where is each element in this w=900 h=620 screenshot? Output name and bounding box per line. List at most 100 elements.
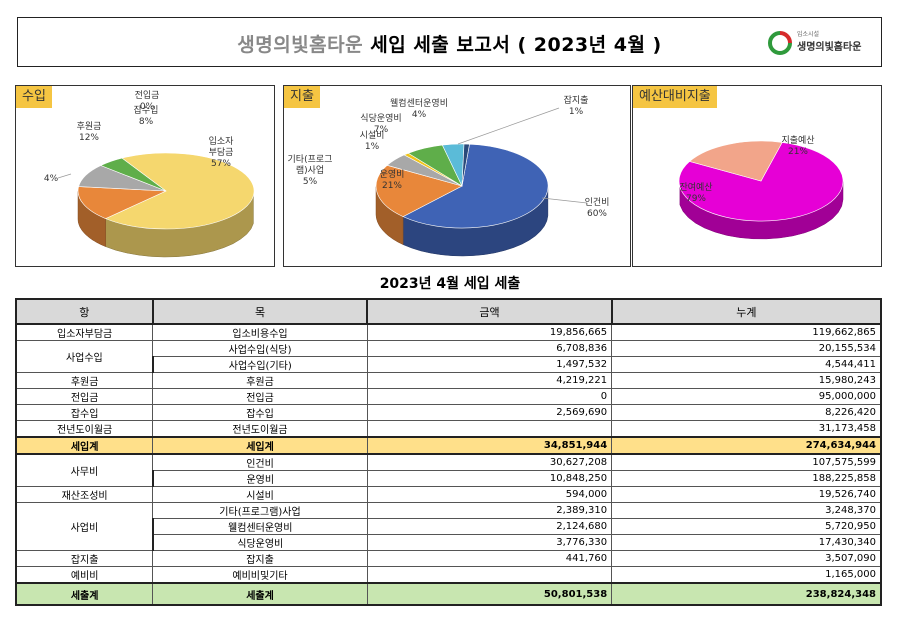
cell-mok: 잡수입 xyxy=(152,404,368,421)
table-row: 사업비 기타(프로그램)사업 2,389,310 3,248,370 xyxy=(15,502,883,551)
cell-cumulative: 274,634,944 xyxy=(611,436,883,455)
table-row: 전년도이월금 전년도이월금 31,173,458 xyxy=(15,420,883,438)
title-main: 세입 세출 보고서 xyxy=(370,34,511,56)
pie-data-label: 인건비 60% xyxy=(585,197,610,219)
cell-mok: 잡지출 xyxy=(152,550,368,567)
expense-chart-panel: 지출 인건비 60% 운영비 21% 기타(프로그 램)사업 5% 시설비 1% 식당운영비 7% 웰… xyxy=(283,85,631,267)
cell-amount: 1,497,532 xyxy=(366,356,613,373)
logo: 입소시설 생명의빛홈타운 xyxy=(767,28,867,58)
cell-mok: 전년도이월금 xyxy=(152,420,368,438)
cell-cumulative: 3,507,090 xyxy=(611,550,883,567)
cell-cumulative: 4,544,411 xyxy=(611,356,883,373)
cell-cumulative: 188,225,858 xyxy=(611,470,883,487)
pie-data-label: 기타(프로그 램)사업 5% xyxy=(288,154,333,187)
cell-amount: 6,708,836 xyxy=(366,340,613,357)
pie-slice xyxy=(375,164,463,217)
budget-pie-chart: 잔여예산 79% 지출예산 21% xyxy=(678,135,844,240)
cell-hang: 사무비 xyxy=(15,453,154,487)
budget-chart-title: 예산대비지출 xyxy=(633,86,717,108)
table-row: 식당운영비 3,776,330 17,430,340 xyxy=(16,534,883,551)
income-chart-title: 수입 xyxy=(16,86,52,108)
cell-cumulative: 238,824,348 xyxy=(611,582,883,606)
table-row: 후원금 후원금 4,219,221 15,980,243 xyxy=(15,372,883,389)
table-row: 사무비 인건비 30,627,208 107,575,599 xyxy=(15,453,883,487)
cell-amount xyxy=(366,566,613,584)
cell-amount: 2,124,680 xyxy=(366,518,613,535)
table-row: 세입계 세입계 34,851,944 274,634,944 xyxy=(15,436,883,455)
cell-mok: 기타(프로그램)사업 xyxy=(152,502,368,519)
table-row: 예비비 예비비및기타 1,165,000 xyxy=(15,566,883,584)
leader-line xyxy=(541,197,588,204)
table-row: 잡수입 잡수입 2,569,690 8,226,420 xyxy=(15,404,883,421)
income-expense-table: 항 목 금액 누계 입소자부담금 입소비용수입 19,856,665 119,662,… xyxy=(15,298,883,606)
pie-data-label: 잔여예산 79% xyxy=(679,181,712,204)
cell-hang: 잡수입 xyxy=(15,404,154,421)
pie-slice xyxy=(104,152,255,230)
pie-data-label: 전입금 0% xyxy=(135,89,160,112)
cell-hang: 후원금 xyxy=(15,372,154,389)
table-row: 입소자부담금 입소비용수입 19,856,665 119,662,865 xyxy=(15,323,883,341)
cell-hang: 입소자부담금 xyxy=(15,323,154,341)
cell-hang: 세입계 xyxy=(15,436,154,455)
table-header-row: 항 목 금액 누계 xyxy=(15,298,883,325)
cell-amount: 34,851,944 xyxy=(366,436,613,455)
pie-slice xyxy=(402,143,549,229)
income-pie-chart: 입소자 부담금 57% 후원금 12% 잡수입 8%전입금 0% 4% xyxy=(44,89,255,258)
header-cumulative: 누계 xyxy=(610,298,883,325)
cell-amount: 2,569,690 xyxy=(366,404,613,421)
cell-hang: 재산조성비 xyxy=(15,486,154,503)
title-org: 생명의빛홈타운 xyxy=(237,34,364,56)
cell-hang: 전입금 xyxy=(15,388,154,405)
cell-hang: 전년도이월금 xyxy=(15,420,154,438)
table-row: 사업수입 사업수입(식당) 6,708,836 20,155,534 xyxy=(15,340,883,373)
logo-name: 생명의빛홈타운 xyxy=(797,42,862,53)
income-chart-panel: 수입 입소자 부담금 57% 후원금 12% 잡수입 8% 전입금 0% 4% xyxy=(15,85,275,267)
cell-mok: 세출계 xyxy=(152,582,368,606)
cell-amount: 30,627,208 xyxy=(366,453,613,471)
cell-mok: 입소비용수입 xyxy=(152,323,368,341)
cell-cumulative: 15,980,243 xyxy=(611,372,883,389)
header-amount: 금액 xyxy=(366,298,613,325)
cell-mok: 세입계 xyxy=(152,436,368,455)
cell-cumulative: 107,575,599 xyxy=(611,453,883,471)
cell-mok: 후원금 xyxy=(152,372,368,389)
cell-mok: 식당운영비 xyxy=(151,534,368,551)
cell-amount: 594,000 xyxy=(366,486,613,503)
header-hang: 항 xyxy=(15,298,154,325)
leader-line xyxy=(457,107,560,145)
pie-data-label: 웰컴센터운영비 4% xyxy=(390,97,448,120)
logo-mark-icon xyxy=(768,31,792,55)
cell-hang: 세출계 xyxy=(15,582,154,606)
table-row: 전입금 전입금 0 95,000,000 xyxy=(15,388,883,405)
table-row: 잡지출 잡지출 441,760 3,507,090 xyxy=(15,550,883,567)
cell-hang: 사업수입 xyxy=(15,340,154,373)
leader-line xyxy=(57,173,72,179)
pie-slice xyxy=(461,143,470,187)
expense-pie-chart: 인건비 60% 운영비 21% 기타(프로그 램)사업 5% 시설비 1%식당운영비 7%웰컴센터… xyxy=(288,94,610,257)
table-row: 세출계 세출계 50,801,538 238,824,348 xyxy=(15,582,883,606)
cell-cumulative: 31,173,458 xyxy=(611,420,883,438)
pie-data-label: 후원금 12% xyxy=(77,121,102,143)
cell-amount: 50,801,538 xyxy=(366,582,613,606)
cell-cumulative: 3,248,370 xyxy=(611,502,883,519)
cell-mok: 전입금 xyxy=(152,388,368,405)
cell-mok: 예비비및기타 xyxy=(152,566,368,584)
header-mok: 목 xyxy=(151,298,369,325)
cell-mok: 사업수입(식당) xyxy=(152,340,368,357)
cell-mok: 사업수입(기타) xyxy=(151,356,368,373)
cell-hang: 잡지출 xyxy=(15,550,154,567)
table-row: 웰컴센터운영비 2,124,680 5,720,950 xyxy=(16,518,883,535)
table-caption: 2023년 4월 세입 세출 xyxy=(379,276,521,292)
cell-mok: 인건비 xyxy=(152,453,368,471)
cell-mok: 웰컴센터운영비 xyxy=(151,518,368,535)
cell-cumulative: 1,165,000 xyxy=(611,566,883,584)
pie-slice xyxy=(100,157,167,192)
pie-data-label: 식당운영비 7% xyxy=(360,113,401,135)
cell-cumulative: 17,430,340 xyxy=(611,534,883,551)
cell-amount: 4,219,221 xyxy=(366,372,613,389)
cell-mok: 시설비 xyxy=(152,486,368,503)
pie-data-label: 입소자 부담금 57% xyxy=(209,135,235,169)
cell-amount: 0 xyxy=(366,388,613,405)
cell-cumulative: 95,000,000 xyxy=(611,388,883,405)
title-period: ( 2023년 4월 ) xyxy=(517,34,662,56)
